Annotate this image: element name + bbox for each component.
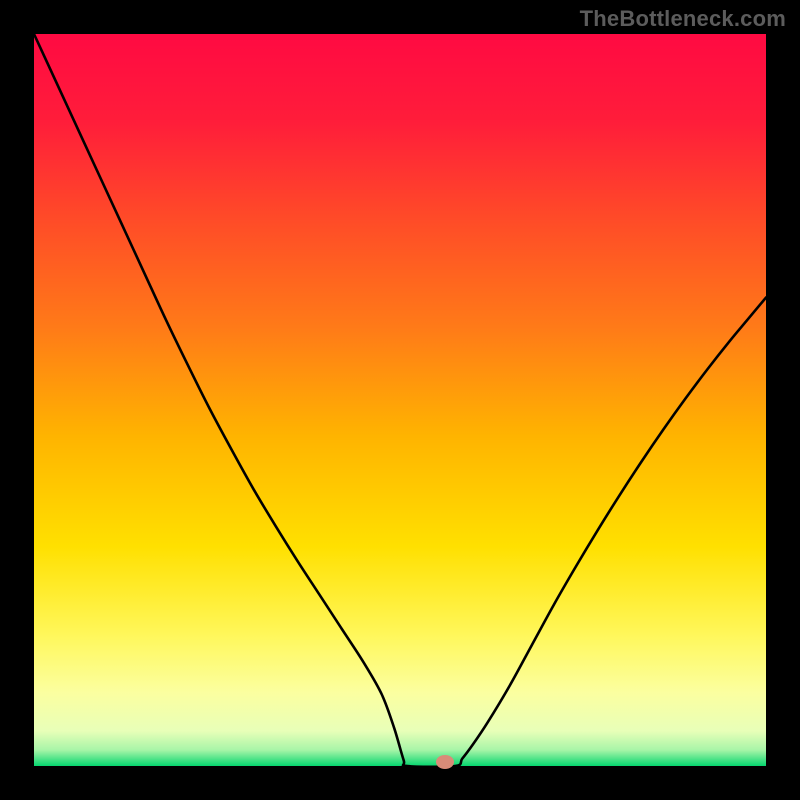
bottleneck-curve xyxy=(34,34,766,767)
watermark-text: TheBottleneck.com xyxy=(580,6,786,32)
curve-layer xyxy=(0,0,800,800)
chart-frame: TheBottleneck.com xyxy=(0,0,800,800)
